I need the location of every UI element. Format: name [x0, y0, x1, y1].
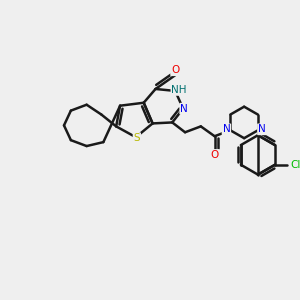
Text: NH: NH	[171, 85, 187, 95]
Text: N: N	[180, 104, 188, 114]
Text: N: N	[223, 124, 230, 134]
Text: O: O	[211, 150, 219, 160]
Text: S: S	[134, 133, 140, 143]
Text: O: O	[171, 65, 179, 75]
Text: Cl: Cl	[290, 160, 300, 170]
Text: N: N	[258, 124, 266, 134]
